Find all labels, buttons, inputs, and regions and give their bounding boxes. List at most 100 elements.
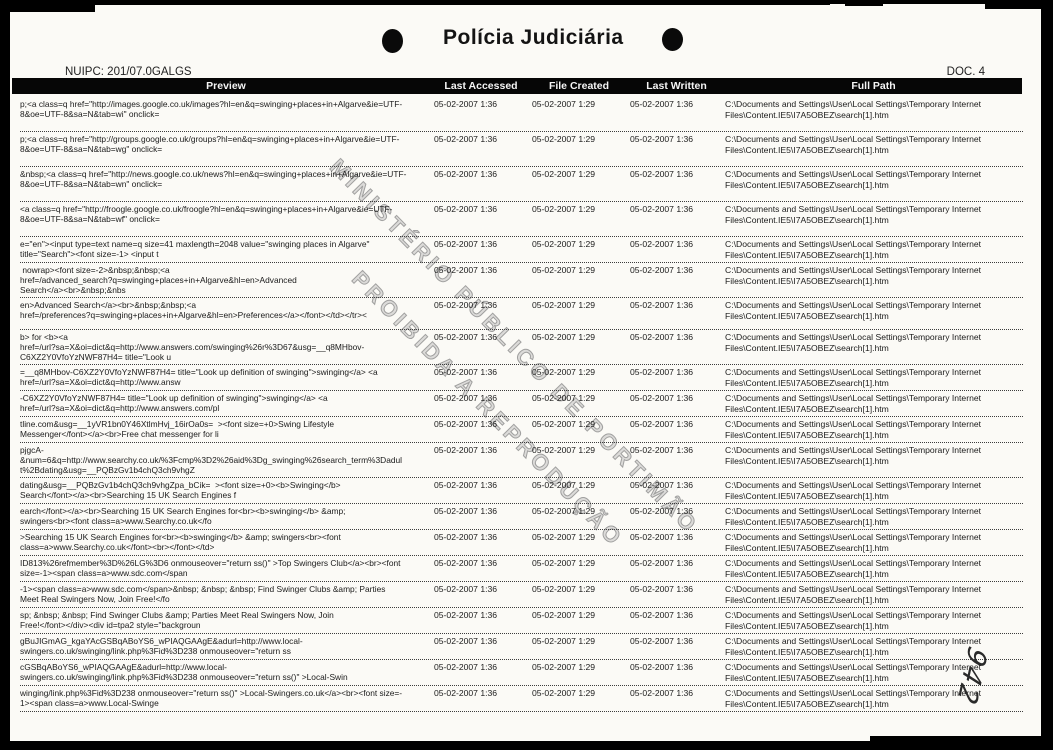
last-accessed-cell: 05-02-2007 1:36 [434, 265, 498, 275]
table-row: tline.com&usg=__1yVR1bn0Y46XtlmHvj_16irO… [20, 417, 1023, 443]
full-path-cell: C:\Documents and Settings\User\Local Set… [725, 367, 982, 388]
full-path-cell: C:\Documents and Settings\User\Local Set… [725, 169, 982, 190]
last-written-cell: 05-02-2007 1:36 [630, 99, 694, 109]
file-created-cell: 05-02-2007 1:29 [532, 393, 596, 403]
last-accessed-cell: 05-02-2007 1:36 [434, 419, 498, 429]
last-written-cell: 05-02-2007 1:36 [630, 662, 694, 672]
scan-border-top-mid [845, 0, 883, 6]
preview-cell: tline.com&usg=__1yVR1bn0Y46XtlmHvj_16irO… [20, 419, 335, 439]
last-accessed-cell: 05-02-2007 1:36 [434, 169, 498, 179]
table-row: &nbsp;<a class=q href="http://news.googl… [20, 167, 1023, 202]
last-written-cell: 05-02-2007 1:36 [630, 265, 694, 275]
punch-hole-left-icon [382, 29, 403, 53]
full-path-cell: C:\Documents and Settings\User\Local Set… [725, 204, 982, 225]
column-header-file-created: File Created [548, 80, 610, 92]
column-header-last-accessed: Last Accessed [444, 80, 518, 92]
table-row: gBuJIGmAG_kgaYAcGSBqABoYS6_wPIAQGAAgE&ad… [20, 634, 1023, 660]
file-created-cell: 05-02-2007 1:29 [532, 445, 596, 455]
file-created-cell: 05-02-2007 1:29 [532, 99, 596, 109]
preview-cell: p;<a class=q href="http://groups.google.… [20, 134, 400, 154]
last-accessed-cell: 05-02-2007 1:36 [434, 134, 498, 144]
full-path-cell: C:\Documents and Settings\User\Local Set… [725, 584, 982, 605]
full-path-cell: C:\Documents and Settings\User\Local Set… [725, 332, 982, 353]
full-path-cell: C:\Documents and Settings\User\Local Set… [725, 480, 982, 501]
table-row: nowrap><font size=-2>&nbsp;&nbsp;<a href… [20, 263, 1023, 298]
full-path-cell: C:\Documents and Settings\User\Local Set… [725, 558, 982, 579]
preview-cell: nowrap><font size=-2>&nbsp;&nbsp;<a href… [20, 265, 297, 295]
table-row: <a class=q href="http://froogle.google.c… [20, 202, 1023, 237]
full-path-cell: C:\Documents and Settings\User\Local Set… [725, 300, 982, 321]
last-written-cell: 05-02-2007 1:36 [630, 300, 694, 310]
scan-border-top [95, 0, 830, 5]
file-created-cell: 05-02-2007 1:29 [532, 265, 596, 275]
table-body: p;<a class=q href="http://images.google.… [20, 97, 1023, 712]
file-created-cell: 05-02-2007 1:29 [532, 367, 596, 377]
table-row: >Searching 15 UK Search Engines for<br><… [20, 530, 1023, 556]
table-row: =__q8MHbov-C6XZ2Y0VfoYzNWF87H4= title="L… [20, 365, 1023, 391]
full-path-cell: C:\Documents and Settings\User\Local Set… [725, 662, 982, 683]
last-accessed-cell: 05-02-2007 1:36 [434, 332, 498, 342]
file-created-cell: 05-02-2007 1:29 [532, 134, 596, 144]
preview-cell: p;<a class=q href="http://images.google.… [20, 99, 403, 119]
table-row: winging/link.php%3Fid%3D238 onmouseover=… [20, 686, 1023, 712]
table-row: sp; &nbsp; &nbsp; Find Swinger Clubs &am… [20, 608, 1023, 634]
last-accessed-cell: 05-02-2007 1:36 [434, 662, 498, 672]
scan-border-bottom [0, 744, 1053, 750]
last-accessed-cell: 05-02-2007 1:36 [434, 532, 498, 542]
table-row: dating&usg=__PQBzGv1b4chQ3ch9vhgZpa_bCik… [20, 478, 1023, 504]
last-written-cell: 05-02-2007 1:36 [630, 532, 694, 542]
last-accessed-cell: 05-02-2007 1:36 [434, 393, 498, 403]
preview-cell: -1><span class=a>www.sdc.com</span>&nbsp… [20, 584, 386, 604]
file-created-cell: 05-02-2007 1:29 [532, 558, 596, 568]
punch-hole-right-icon [662, 28, 683, 51]
last-written-cell: 05-02-2007 1:36 [630, 480, 694, 490]
table-row: ID813%26refmember%3D%26LG%3D6 onmouseove… [20, 556, 1023, 582]
last-accessed-cell: 05-02-2007 1:36 [434, 480, 498, 490]
last-written-cell: 05-02-2007 1:36 [630, 506, 694, 516]
last-written-cell: 05-02-2007 1:36 [630, 204, 694, 214]
file-created-cell: 05-02-2007 1:29 [532, 239, 596, 249]
last-written-cell: 05-02-2007 1:36 [630, 584, 694, 594]
last-accessed-cell: 05-02-2007 1:36 [434, 300, 498, 310]
preview-cell: b> for <b><a href=/url?sa=X&oi=dict&q=ht… [20, 332, 365, 362]
full-path-cell: C:\Documents and Settings\User\Local Set… [725, 265, 982, 286]
document-page: Polícia Judiciária NUIPC: 201/07.0GALGS … [10, 4, 1041, 741]
full-path-cell: C:\Documents and Settings\User\Local Set… [725, 610, 982, 631]
table-row: en>Advanced Search</a><br>&nbsp;&nbsp;<a… [20, 298, 1023, 330]
table-header-bar: Preview Last Accessed File Created Last … [12, 78, 1022, 94]
file-created-cell: 05-02-2007 1:29 [532, 662, 596, 672]
preview-cell: <a class=q href="http://froogle.google.c… [20, 204, 393, 224]
preview-cell: earch</font></a><br>Searching 15 UK Sear… [20, 506, 346, 526]
scan-border-left [0, 0, 10, 750]
last-accessed-cell: 05-02-2007 1:36 [434, 445, 498, 455]
last-written-cell: 05-02-2007 1:36 [630, 445, 694, 455]
case-number: NUIPC: 201/07.0GALGS [65, 66, 192, 78]
full-path-cell: C:\Documents and Settings\User\Local Set… [725, 506, 982, 527]
table-row: -1><span class=a>www.sdc.com</span>&nbsp… [20, 582, 1023, 608]
preview-cell: winging/link.php%3Fid%3D238 onmouseover=… [20, 688, 403, 708]
scan-border-right [1042, 0, 1053, 750]
file-created-cell: 05-02-2007 1:29 [532, 480, 596, 490]
preview-cell: e="en"><input type=text name=q size=41 m… [20, 239, 370, 259]
column-header-preview: Preview [206, 80, 246, 92]
full-path-cell: C:\Documents and Settings\User\Local Set… [725, 636, 982, 657]
file-created-cell: 05-02-2007 1:29 [532, 169, 596, 179]
preview-cell: en>Advanced Search</a><br>&nbsp;&nbsp;<a… [20, 300, 367, 320]
preview-cell: cGSBqABoYS6_wPIAQGAAgE&adurl=http://www.… [20, 662, 348, 682]
last-accessed-cell: 05-02-2007 1:36 [434, 584, 498, 594]
last-written-cell: 05-02-2007 1:36 [630, 610, 694, 620]
file-created-cell: 05-02-2007 1:29 [532, 636, 596, 646]
preview-cell: &nbsp;<a class=q href="http://news.googl… [20, 169, 407, 189]
preview-cell: sp; &nbsp; &nbsp; Find Swinger Clubs &am… [20, 610, 334, 630]
last-accessed-cell: 05-02-2007 1:36 [434, 636, 498, 646]
file-created-cell: 05-02-2007 1:29 [532, 688, 596, 698]
last-accessed-cell: 05-02-2007 1:36 [434, 99, 498, 109]
file-created-cell: 05-02-2007 1:29 [532, 584, 596, 594]
last-written-cell: 05-02-2007 1:36 [630, 636, 694, 646]
file-created-cell: 05-02-2007 1:29 [532, 506, 596, 516]
table-row: -C6XZ2Y0VfoYzNWF87H4= title="Look up def… [20, 391, 1023, 417]
last-written-cell: 05-02-2007 1:36 [630, 239, 694, 249]
table-row: pjgcA- &num=6&q=http://www.searchy.co.uk… [20, 443, 1023, 478]
doc-number: DOC. 4 [946, 66, 985, 78]
table-row: b> for <b><a href=/url?sa=X&oi=dict&q=ht… [20, 330, 1023, 365]
